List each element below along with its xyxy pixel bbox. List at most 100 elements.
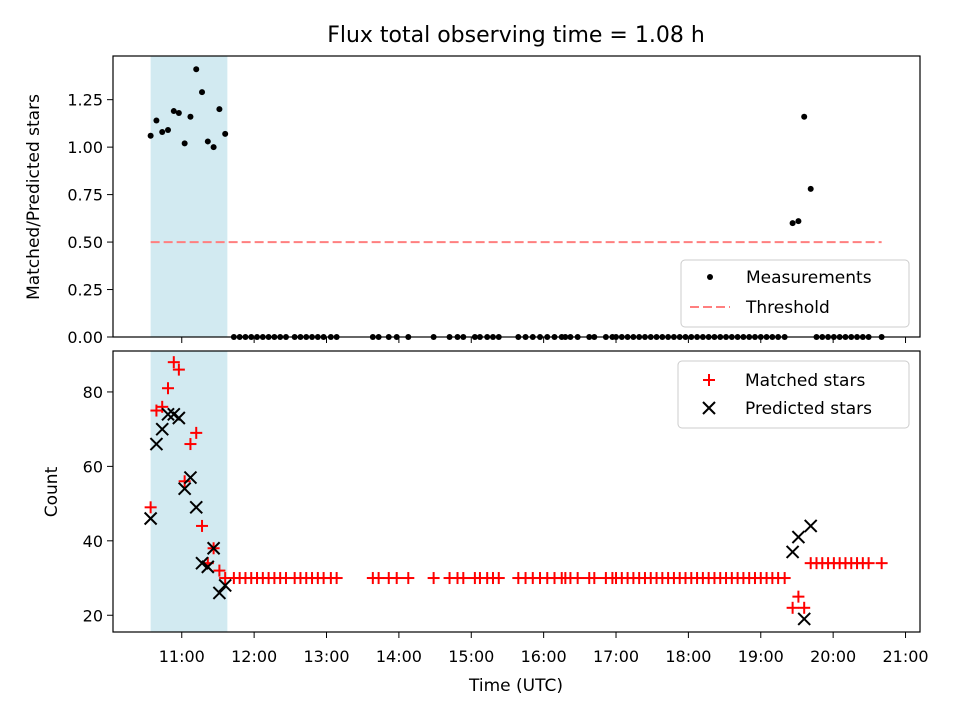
bottom-y-tick-label: 80 <box>83 383 103 402</box>
measurement-point <box>807 185 814 192</box>
legend-measurements-marker <box>707 274 713 280</box>
measurement-point <box>795 218 802 225</box>
cross-stroke-b <box>149 437 164 451</box>
matched-star-point <box>167 356 180 369</box>
chart-title: Flux total observing time = 1.08 h <box>327 23 705 48</box>
measurement-point <box>801 113 808 120</box>
matched-star-point <box>862 557 875 570</box>
predicted-star-point <box>155 422 169 436</box>
measurement-point <box>170 108 177 115</box>
cross-stroke-b <box>177 482 192 496</box>
matched-star-point <box>196 519 209 532</box>
x-tick-label: 18:00 <box>665 647 711 666</box>
x-tick-label: 13:00 <box>303 647 349 666</box>
measurement-point <box>175 109 182 116</box>
matched-star-point <box>492 572 505 585</box>
x-tick-label: 16:00 <box>521 647 567 666</box>
measurement-point <box>210 144 217 151</box>
measurement-point <box>199 89 206 96</box>
top-y-tick-label: 1.00 <box>67 138 103 157</box>
cross-stroke-b <box>212 586 227 600</box>
x-axis-label: Time (UTC) <box>468 676 563 696</box>
top-panel: 0.00 0.25 0.50 0.75 1.00 1.25 Measurements Thre… <box>67 55 921 347</box>
predicted-star-point <box>149 437 164 451</box>
matched-star-point <box>390 572 403 585</box>
x-tick-label: 17:00 <box>593 647 639 666</box>
cross-stroke-b <box>143 511 158 526</box>
predicted-star-point <box>177 482 192 496</box>
top-y-tick-label: 0.75 <box>67 186 103 205</box>
matched-star-point <box>798 601 811 614</box>
x-tick-label: 21:00 <box>882 647 928 666</box>
matched-star-point <box>571 572 584 585</box>
cross-stroke-b <box>161 407 175 421</box>
matched-star-point <box>184 438 197 451</box>
x-tick-label: 19:00 <box>738 647 784 666</box>
predicted-star-point <box>143 511 158 526</box>
cross-stroke-b <box>206 541 221 555</box>
matched-star-point <box>372 572 385 585</box>
top-legend: Measurements Threshold <box>680 259 910 328</box>
matched-star-point <box>778 572 791 585</box>
predicted-star-point <box>189 500 203 515</box>
cross-stroke-b <box>797 612 811 626</box>
predicted-star-point <box>183 470 198 485</box>
matched-star-point <box>457 572 470 585</box>
top-y-axis-label: Matched/Predicted stars <box>24 94 44 300</box>
legend-matched-label: Matched stars <box>745 371 865 391</box>
legend-threshold-label: Threshold <box>745 298 830 318</box>
cross-stroke-b <box>155 422 169 436</box>
matched-star-point <box>588 572 601 585</box>
legend-predicted-label: Predicted stars <box>745 399 872 419</box>
predicted-star-point <box>172 411 186 425</box>
bottom-legend-box <box>677 360 910 429</box>
top-legend-box <box>680 259 910 328</box>
predicted-star-point <box>785 545 800 559</box>
measurement-point <box>222 130 229 137</box>
measurement-point <box>187 113 194 120</box>
matched-star-point <box>330 572 343 585</box>
predicted-star-point <box>212 586 227 600</box>
x-tick-label: 14:00 <box>376 647 422 666</box>
x-tick-label: 12:00 <box>231 647 277 666</box>
matched-star-point <box>219 572 232 585</box>
predicted-star-point <box>804 519 818 533</box>
measurement-point <box>147 132 154 139</box>
matched-star-point <box>162 382 175 395</box>
matched-star-point <box>786 601 799 614</box>
bottom-plot-frame <box>112 350 921 633</box>
x-tick-label: 20:00 <box>810 647 856 666</box>
x-tick-label: 11:00 <box>159 647 205 666</box>
matched-star-point <box>792 590 805 603</box>
predicted-star-point <box>791 530 806 544</box>
matched-star-point <box>178 475 191 488</box>
top-plot-frame <box>112 55 921 338</box>
matched-star-point <box>804 557 817 570</box>
legend-predicted-marker <box>702 401 716 415</box>
measurement-point <box>153 117 160 124</box>
bottom-y-tick-label: 20 <box>83 606 103 625</box>
matched-star-point <box>156 400 169 413</box>
cross-stroke-b <box>201 560 215 574</box>
x-tick-label: 15:00 <box>448 647 494 666</box>
measurement-point <box>216 106 223 113</box>
cross-stroke-b <box>804 519 818 533</box>
bottom-legend: Matched stars Predicted stars <box>677 360 910 429</box>
bottom-panel: 20 40 60 80 11:00 12:00 13:00 14:00 15:00 16:00 17… <box>83 350 929 666</box>
measurement-point <box>204 138 211 145</box>
bottom-y-tick-label: 60 <box>83 457 103 476</box>
predicted-star-point <box>201 560 215 574</box>
matched-star-point <box>402 572 415 585</box>
predicted-star-point <box>218 578 232 593</box>
top-y-tick-label: 0.50 <box>67 233 103 252</box>
predicted-star-point <box>161 407 175 421</box>
bottom-y-axis-label: Count <box>42 466 62 517</box>
matched-star-point <box>172 363 185 376</box>
predicted-star-point <box>206 541 221 555</box>
cross-stroke-b <box>172 411 186 425</box>
top-y-tick-label: 1.25 <box>67 91 103 110</box>
matched-star-point <box>875 557 888 570</box>
measurement-point <box>159 128 166 135</box>
top-y-tick-label: 0.00 <box>67 328 103 347</box>
matched-star-point <box>213 564 226 577</box>
